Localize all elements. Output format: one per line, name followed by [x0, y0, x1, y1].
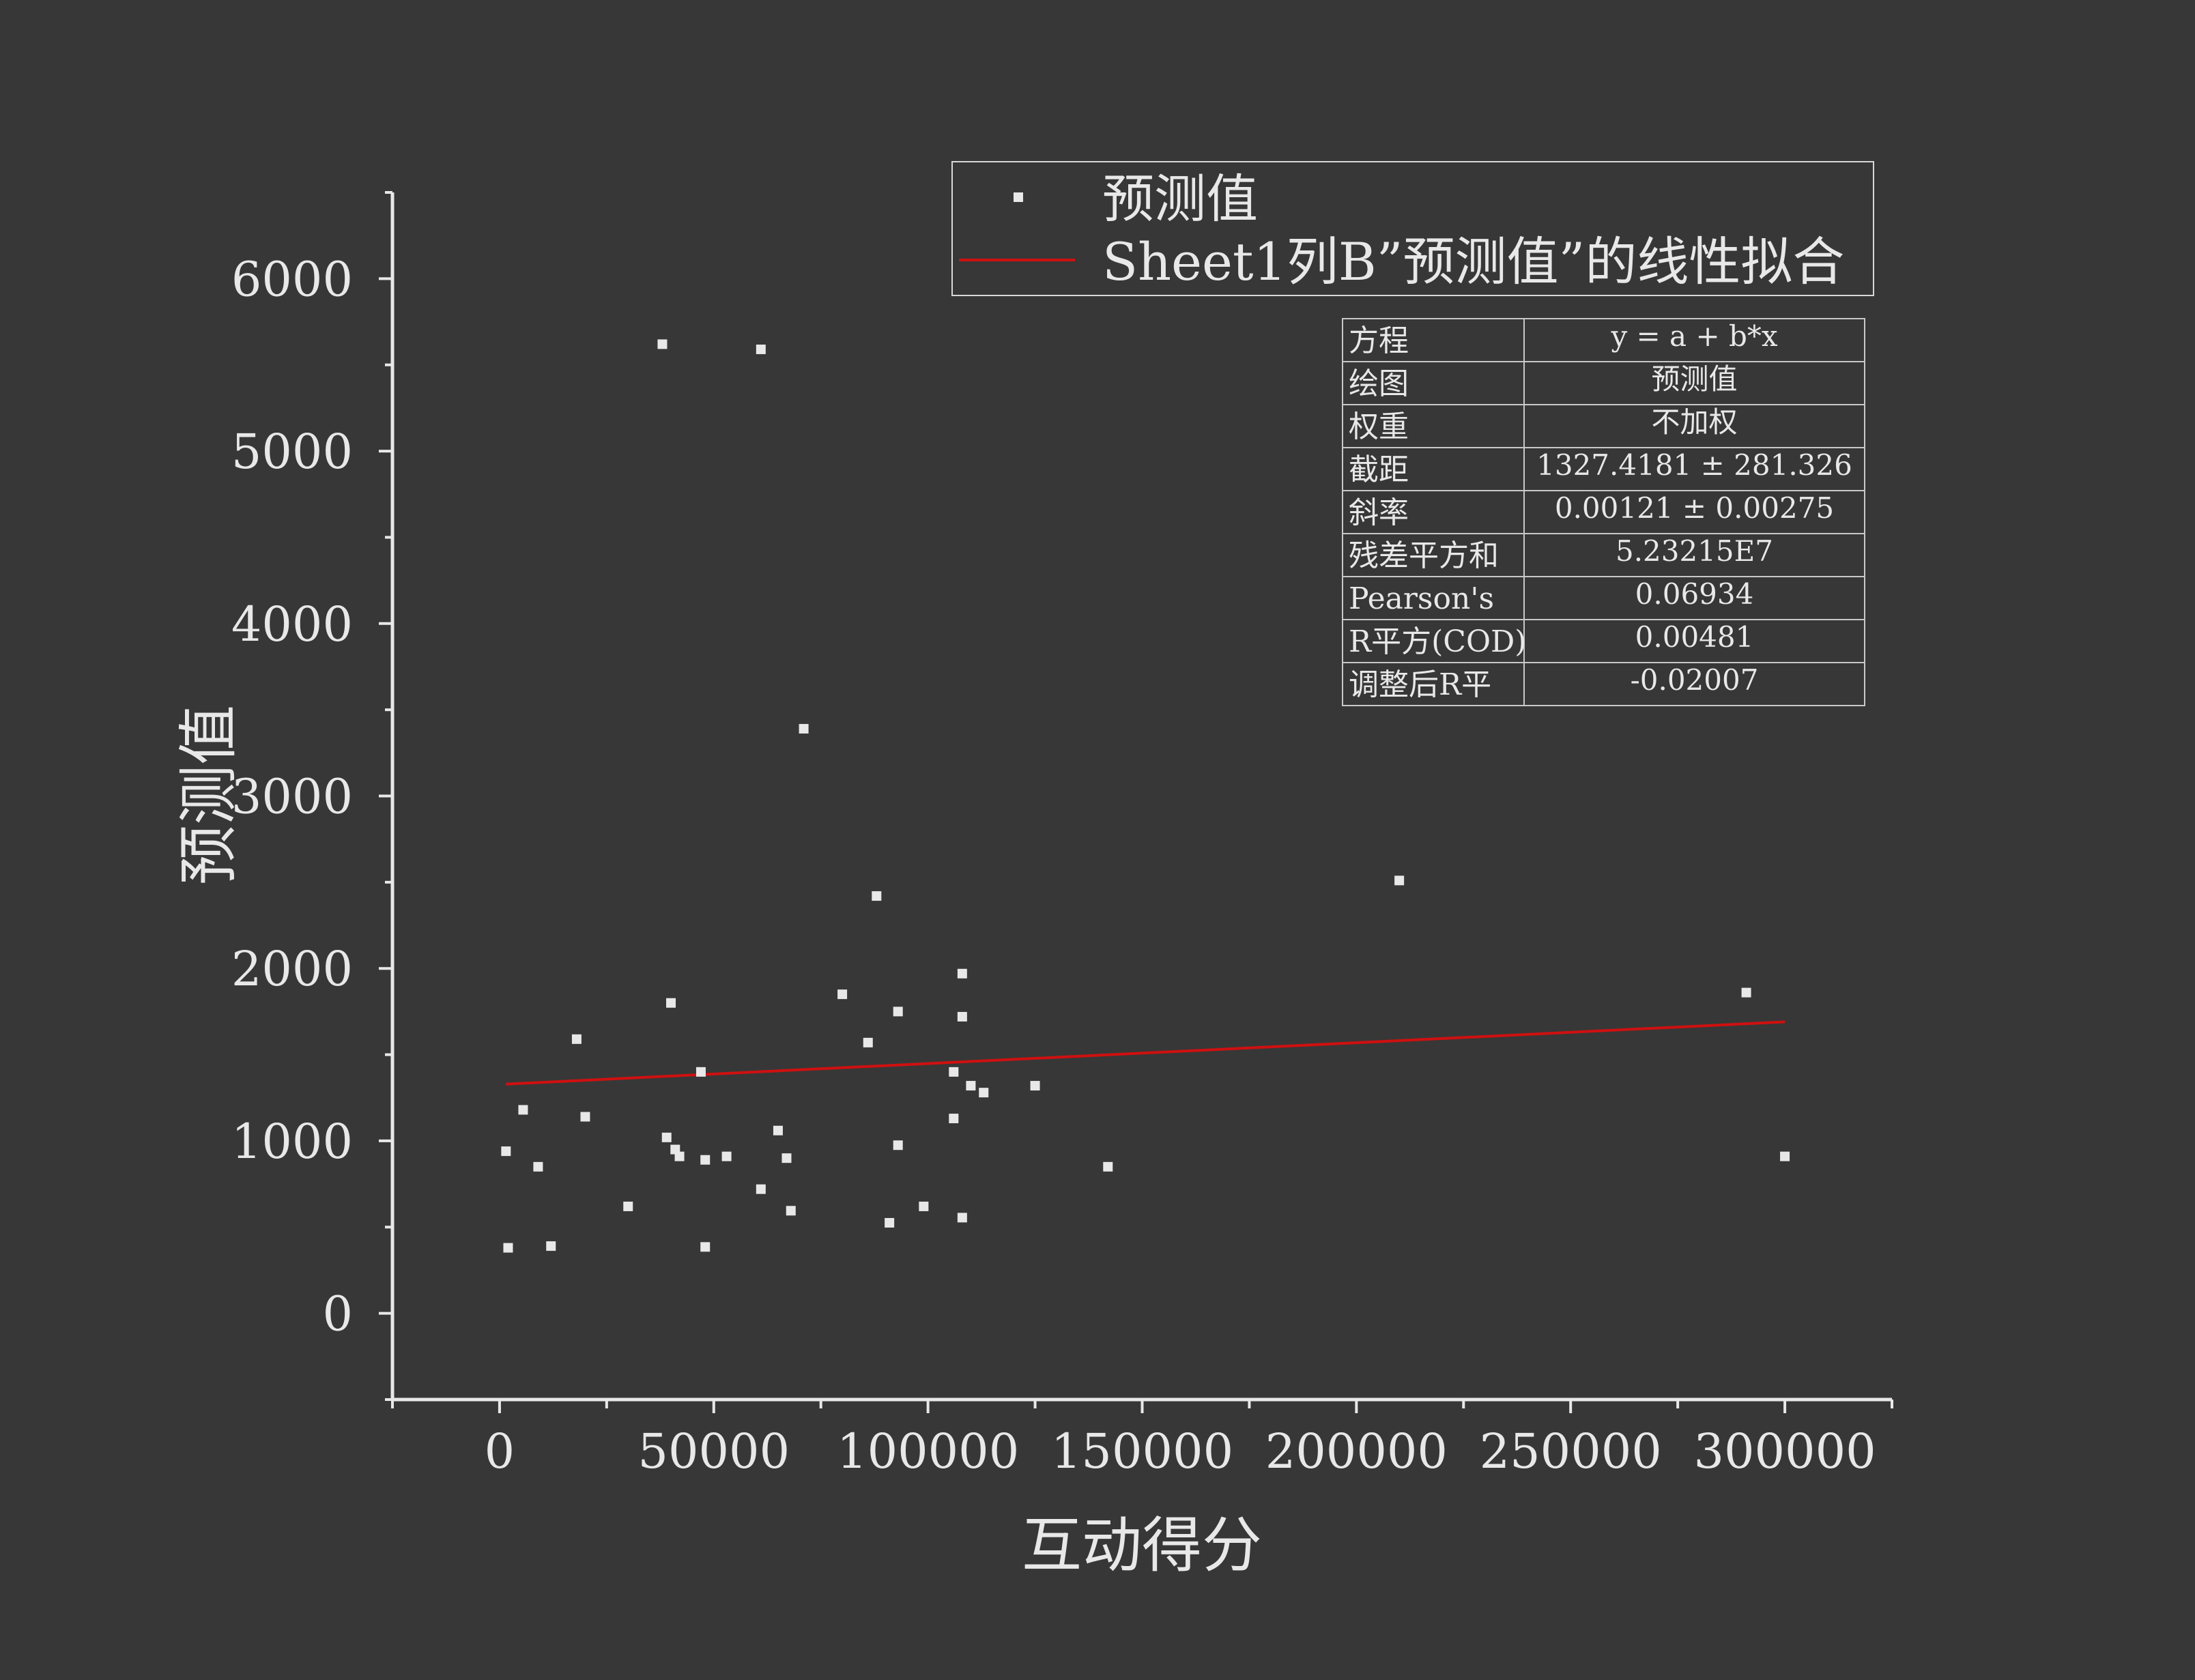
scatter-point [700, 1155, 711, 1165]
scatter-point [661, 1132, 672, 1142]
table-row-label: R平方(COD) [1349, 624, 1526, 659]
table-row-label: 残差平方和 [1349, 538, 1499, 573]
scatter-point [546, 1241, 556, 1251]
y-tick-label: 5000 [231, 424, 353, 480]
x-tick-label: 200000 [1265, 1423, 1448, 1479]
table-row-label: 方程 [1349, 323, 1409, 358]
table-row-label: 截距 [1349, 452, 1409, 487]
table-row-value: y = a + b*x [1610, 319, 1777, 353]
legend-label-0: 预测值 [1102, 169, 1258, 229]
table-row-value: 0.00121 ± 0.00275 [1555, 491, 1834, 525]
scatter-point [957, 1011, 967, 1022]
table-row-label: 权重 [1349, 409, 1409, 444]
fit-line-layer [506, 1020, 1785, 1086]
scatter-point [893, 1140, 903, 1150]
table-row-value: 5.23215E7 [1616, 534, 1773, 568]
scatter-point [781, 1153, 792, 1163]
scatter-point [786, 1206, 796, 1216]
scatter-point [580, 1112, 590, 1122]
scatter-point [503, 1243, 513, 1253]
legend-marker-square [1014, 192, 1023, 202]
x-tick-label: 300000 [1693, 1423, 1876, 1479]
x-tick-label: 150000 [1051, 1423, 1233, 1479]
scatter-point [957, 1213, 967, 1223]
table-row-value: 1327.4181 ± 281.326 [1536, 448, 1852, 482]
y-tick-label: 1000 [231, 1114, 353, 1170]
scatter-point [949, 1067, 959, 1077]
scatter-point [979, 1088, 989, 1098]
scatter-point [700, 1242, 711, 1252]
scatter-point [773, 1125, 783, 1135]
scatter-point [674, 1151, 685, 1161]
scatter-point [863, 1037, 873, 1047]
scatter-point [518, 1105, 528, 1115]
table-row-value: 预测值 [1651, 362, 1737, 396]
legend-box [951, 161, 1874, 296]
y-tick-label: 0 [322, 1286, 353, 1342]
scatter-points [501, 339, 1790, 1253]
x-tick-label: 0 [485, 1423, 515, 1479]
x-axis-label: 互动得分 [1022, 1510, 1262, 1580]
scatter-point [1103, 1161, 1113, 1172]
scatter-point [666, 998, 676, 1008]
y-tick-label: 3000 [231, 769, 353, 825]
scatter-point [1741, 987, 1751, 998]
table-border [1342, 318, 1865, 706]
scatter-point [872, 891, 882, 901]
scatter-point [623, 1201, 633, 1211]
scatter-point [837, 989, 848, 1000]
y-ticks: 0 1000 2000 3000 4000 5000 6000 [231, 191, 392, 1401]
y-tick-label: 6000 [231, 251, 353, 307]
scatter-point [966, 1081, 976, 1091]
scatter-point [885, 1217, 895, 1228]
plot-area [501, 339, 1790, 1253]
scatter-point [657, 339, 668, 349]
table-row-value: 不加权 [1651, 405, 1737, 439]
scatter-point [919, 1201, 929, 1211]
scatter-point [695, 1067, 706, 1077]
legend-label-1: Sheet1列B”预测值”的线性拟合 [1102, 231, 1844, 292]
scatter-point [756, 344, 766, 354]
scatter-point [756, 1184, 766, 1194]
x-tick-label: 100000 [837, 1423, 1019, 1479]
y-axis-label: 预测值 [173, 705, 244, 885]
table-row-label: 绘图 [1349, 366, 1409, 401]
scatter-point [1780, 1151, 1790, 1161]
scatter-point [957, 968, 967, 979]
scatter-point [721, 1151, 732, 1161]
y-tick-label: 2000 [231, 941, 353, 997]
scatter-point [1394, 875, 1405, 886]
table-row-value: 0.00481 [1635, 620, 1754, 654]
legend: 预测值 Sheet1列B”预测值”的线性拟合 [951, 161, 1874, 296]
axes: 0 1000 2000 3000 4000 5000 6000 0 50000 100000 15… [173, 191, 1893, 1580]
scatter-point [501, 1146, 511, 1157]
scatter-point [949, 1114, 959, 1124]
table-row-label: 斜率 [1349, 495, 1409, 530]
scatter-point [799, 723, 809, 734]
x-tick-label: 250000 [1480, 1423, 1662, 1479]
table-row-value: -0.02007 [1631, 663, 1759, 697]
scatter-point [893, 1006, 903, 1017]
x-tick-label: 50000 [637, 1423, 790, 1479]
scatter-point [571, 1034, 582, 1044]
fit-line [506, 1020, 1785, 1086]
table-row-value: 0.06934 [1635, 577, 1754, 611]
scatter-point [1030, 1081, 1040, 1091]
scatter-point [533, 1161, 543, 1172]
table-row-label: 调整后R平 [1349, 667, 1491, 702]
y-tick-label: 4000 [231, 596, 353, 652]
table-row-label: Pearson's [1349, 581, 1494, 616]
x-ticks: 0 50000 100000 150000 200000 250000 300000 [391, 1400, 1893, 1479]
